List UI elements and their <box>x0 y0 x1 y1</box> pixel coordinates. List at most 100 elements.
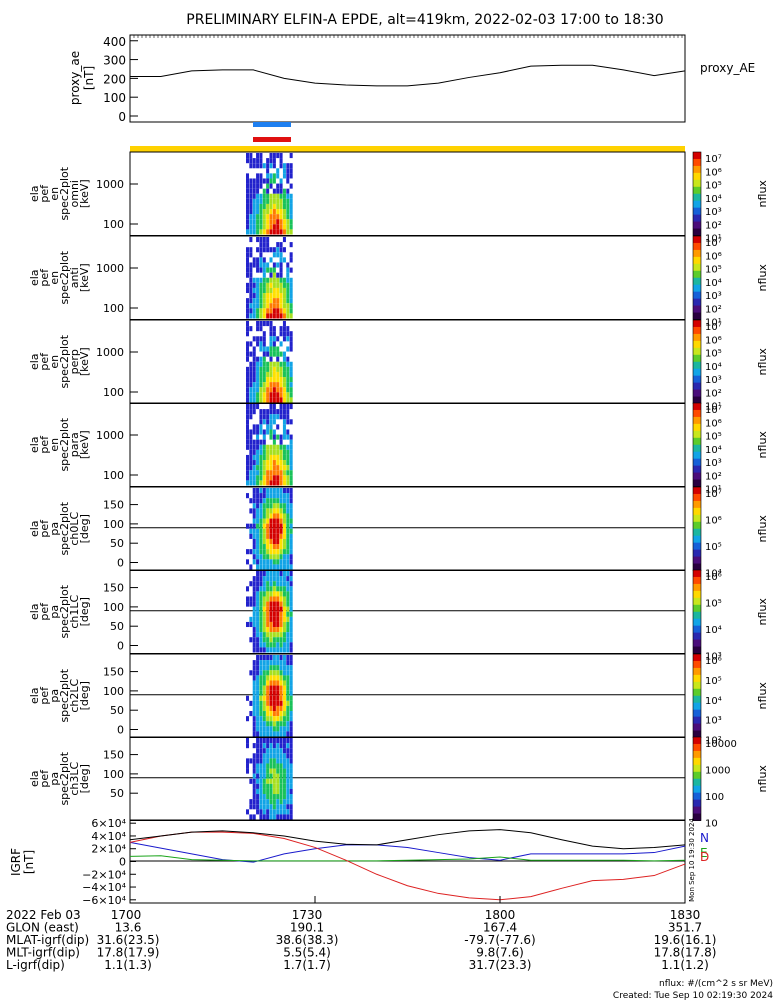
spectrogram-pixel <box>256 655 260 661</box>
spectrogram-ytick-label: 50 <box>110 537 124 550</box>
spectrogram-pixel <box>276 632 280 638</box>
spectrogram-pixel <box>262 303 266 309</box>
spectrogram-pixel <box>259 158 263 164</box>
spectrogram-pixel <box>282 763 286 769</box>
spectrogram-pixel <box>252 576 256 582</box>
spectrogram-pixel <box>269 814 273 820</box>
spectrogram-pixel <box>259 488 263 494</box>
spectrogram-pixel <box>262 508 266 514</box>
spectrogram-pixel <box>282 794 286 800</box>
spectrogram-pixel <box>286 229 290 235</box>
spectrogram-pixel <box>262 564 266 570</box>
spectrogram-pixel <box>269 397 273 403</box>
spectrogram-pixel <box>256 465 260 471</box>
spectrogram-pixel <box>272 627 276 633</box>
spectrogram-pixel <box>266 758 270 764</box>
colorbar-segment <box>693 221 701 230</box>
spectrogram-pixel <box>249 670 253 676</box>
spectrogram-pixel <box>282 700 286 706</box>
spectrogram-pixel <box>276 183 280 189</box>
colorbar-tick-label: 10⁴ <box>705 278 722 289</box>
spectrogram-pixel <box>286 313 290 319</box>
spectrogram-pixel <box>269 564 273 570</box>
colorbar-segment <box>693 347 701 356</box>
spectrogram-pixel <box>286 621 290 628</box>
colorbar-tick-label: 1000 <box>705 766 730 777</box>
spectrogram-pixel <box>272 346 276 352</box>
spectrogram-pixel <box>259 153 263 159</box>
spectrogram-pixel <box>282 647 286 653</box>
spectrogram-pixel <box>282 528 286 534</box>
spectrogram-pixel <box>276 591 280 597</box>
spectrogram-pixel <box>252 397 256 403</box>
spectrogram-pixel <box>256 287 260 294</box>
spectrogram-pixel <box>259 627 263 633</box>
spectrogram-pixel <box>289 596 293 602</box>
spectrogram-pixel <box>259 586 263 592</box>
spectrogram-pixel <box>259 356 263 362</box>
spectrogram-pixel <box>269 655 273 661</box>
colorbar-segment <box>693 646 701 654</box>
spectrogram-pixel <box>269 508 273 514</box>
spectrogram-pixel <box>276 758 280 764</box>
spectrogram-pixel <box>269 219 273 225</box>
spectrogram-pixel <box>259 738 263 744</box>
spectrogram-pixel <box>256 508 260 514</box>
spectrogram-pixel <box>246 382 250 388</box>
spectrogram-pixel <box>286 586 290 592</box>
spectrogram-pixel <box>289 214 293 220</box>
colorbar-segment <box>693 152 701 160</box>
colorbar-label: nflux <box>756 682 769 710</box>
spectrogram-pixel <box>272 397 276 403</box>
spectrogram-pixel <box>259 209 263 215</box>
spectrogram-pixel <box>259 768 263 774</box>
spectrogram-pixel <box>269 773 273 779</box>
x-axis-ticks <box>129 896 686 903</box>
spectrogram-pixel <box>282 229 286 235</box>
spectrogram-pixel <box>259 647 263 653</box>
spectrogram-pixel <box>259 397 263 403</box>
spectrogram-pixel <box>269 183 273 189</box>
spectrogram-pixel <box>276 252 280 258</box>
spectrogram-pixel <box>269 356 273 362</box>
colorbar-tick-label: 10⁷ <box>705 405 722 416</box>
spectrogram-pixel <box>276 465 280 471</box>
spectrogram-pixel <box>286 308 290 314</box>
spectrogram-pixel <box>289 660 293 666</box>
spectrogram-pixel <box>282 695 286 701</box>
spectrogram-pixel <box>252 788 256 795</box>
spectrogram-pixel <box>256 203 260 210</box>
colorbar-tick-label: 10⁵ <box>705 599 722 610</box>
spectrogram-pixel <box>256 564 260 570</box>
footer-row-value: 1.7(1.7) <box>283 958 331 972</box>
spectrogram-pixel <box>266 392 270 398</box>
spectrogram-pixel <box>246 392 250 398</box>
spectrogram-pixel <box>246 738 250 744</box>
spectrogram-pixel <box>246 586 250 592</box>
spectrogram-pixel <box>262 621 266 628</box>
spectrogram-pixel <box>262 665 266 671</box>
spectrogram-pixel <box>282 716 286 722</box>
spectrogram-pixel <box>262 660 266 666</box>
spectrogram-ytick-label: 0 <box>117 557 124 570</box>
spectrogram-pixel <box>282 637 286 643</box>
spectrogram-pixel <box>272 748 276 754</box>
spectrogram-pixel <box>286 282 290 288</box>
spectrogram-pixel <box>249 361 253 367</box>
spectrogram-ytick-label: 1000 <box>96 178 124 191</box>
spectrogram-pixel <box>289 586 293 592</box>
spectrogram-pixel <box>249 465 253 471</box>
spectrogram-pixel <box>276 549 280 555</box>
spectrogram-pixel <box>279 209 283 215</box>
spectrogram-pixel <box>269 544 273 550</box>
igrf-lines <box>129 829 686 901</box>
spectrogram-ytick-label: 100 <box>103 685 124 698</box>
spectrogram-pixel <box>246 743 250 749</box>
spectrogram-pixel <box>276 743 280 749</box>
spectrogram-pixel <box>272 571 276 577</box>
spectrogram-pixel <box>269 576 273 582</box>
colorbar-tick-label: 10⁶ <box>705 418 722 429</box>
spectrogram-pixel <box>266 581 270 587</box>
